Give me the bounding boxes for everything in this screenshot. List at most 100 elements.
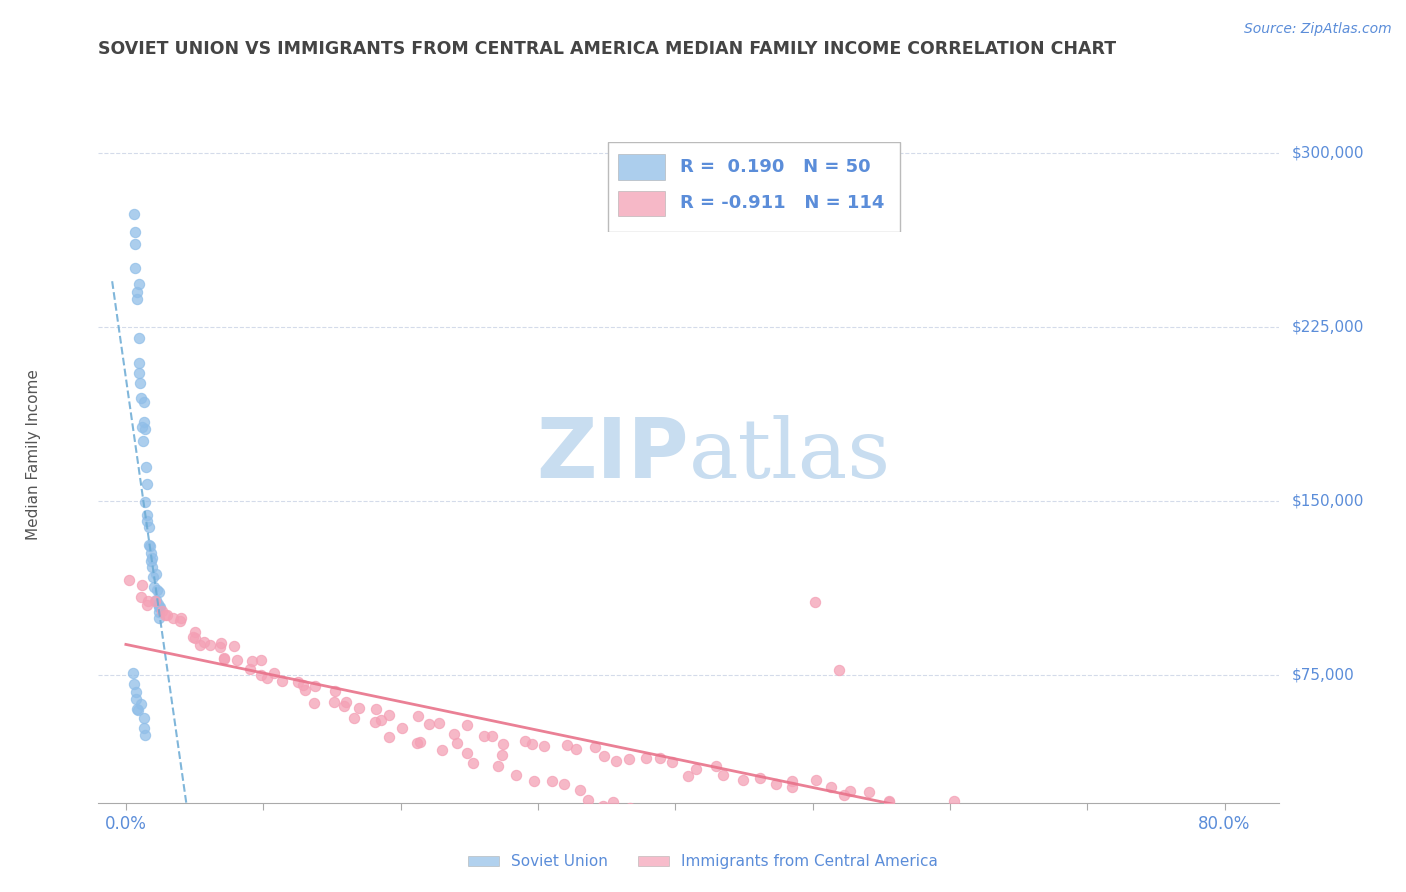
- Point: [138, 538, 160, 552]
- Point: [322, 695, 344, 709]
- Point: [1182, 825, 1205, 839]
- Point: [198, 638, 221, 652]
- Point: [132, 721, 155, 735]
- Point: [765, 777, 787, 791]
- Point: [541, 773, 564, 788]
- Point: [132, 415, 155, 429]
- Point: [131, 434, 153, 448]
- Point: [124, 261, 146, 276]
- Point: [492, 737, 515, 751]
- Point: [122, 676, 145, 690]
- Point: [523, 773, 546, 788]
- Point: [131, 578, 153, 592]
- Point: [676, 769, 699, 783]
- Point: [129, 697, 152, 711]
- Point: [877, 794, 900, 808]
- Point: [378, 708, 401, 723]
- Point: [446, 736, 468, 750]
- Point: [472, 729, 495, 743]
- Point: [304, 679, 326, 693]
- Point: [706, 759, 728, 773]
- Point: [135, 514, 157, 528]
- Point: [838, 783, 860, 797]
- Point: [943, 794, 966, 808]
- Point: [153, 607, 176, 622]
- Point: [145, 592, 167, 607]
- Point: [804, 773, 827, 788]
- Point: [131, 419, 153, 434]
- Point: [1104, 813, 1126, 827]
- Point: [128, 376, 150, 391]
- Point: [370, 713, 392, 727]
- Point: [145, 567, 167, 582]
- Text: atlas: atlas: [689, 415, 891, 495]
- Point: [406, 708, 429, 723]
- Point: [169, 614, 191, 628]
- Point: [409, 735, 432, 749]
- Legend: Soviet Union, Immigrants from Central America: Soviet Union, Immigrants from Central Am…: [463, 848, 943, 875]
- Point: [1163, 822, 1185, 836]
- Point: [456, 718, 478, 732]
- Point: [125, 701, 148, 715]
- Text: $300,000: $300,000: [1291, 146, 1364, 161]
- Point: [127, 703, 149, 717]
- Text: $225,000: $225,000: [1291, 320, 1364, 334]
- Point: [877, 796, 900, 810]
- Point: [463, 756, 485, 770]
- Point: [406, 736, 429, 750]
- Point: [685, 762, 707, 776]
- Point: [602, 796, 624, 810]
- Point: [619, 800, 641, 814]
- Point: [963, 803, 986, 817]
- FancyBboxPatch shape: [619, 154, 665, 180]
- Point: [125, 292, 148, 306]
- Point: [294, 683, 316, 698]
- Point: [592, 798, 614, 813]
- Point: [323, 683, 346, 698]
- Point: [287, 674, 309, 689]
- Point: [129, 392, 152, 406]
- Point: [378, 730, 401, 744]
- Point: [555, 738, 578, 752]
- Point: [146, 597, 169, 611]
- Point: [250, 668, 273, 682]
- Point: [128, 356, 150, 370]
- Point: [162, 611, 184, 625]
- Point: [828, 663, 851, 677]
- Point: [193, 635, 215, 649]
- Point: [139, 539, 162, 553]
- Text: SOVIET UNION VS IMMIGRANTS FROM CENTRAL AMERICA MEDIAN FAMILY INCOME CORRELATION: SOVIET UNION VS IMMIGRANTS FROM CENTRAL …: [98, 40, 1116, 58]
- Point: [149, 600, 172, 615]
- Point: [132, 710, 155, 724]
- Point: [1045, 808, 1067, 822]
- Point: [661, 755, 683, 769]
- Point: [995, 813, 1018, 827]
- Point: [304, 697, 326, 711]
- Point: [505, 768, 527, 782]
- Point: [138, 520, 160, 534]
- Point: [122, 665, 145, 680]
- Point: [146, 583, 169, 598]
- Point: [139, 546, 162, 560]
- Point: [124, 225, 146, 239]
- Point: [491, 747, 513, 762]
- Text: Source: ZipAtlas.com: Source: ZipAtlas.com: [1244, 22, 1392, 37]
- Point: [125, 691, 148, 706]
- Text: $75,000: $75,000: [1291, 668, 1354, 682]
- Point: [156, 608, 179, 623]
- Point: [136, 594, 159, 608]
- Point: [181, 630, 204, 644]
- Point: [141, 551, 163, 566]
- Point: [513, 734, 536, 748]
- Point: [427, 715, 450, 730]
- Point: [132, 395, 155, 409]
- Point: [150, 604, 173, 618]
- Point: [225, 653, 247, 667]
- Point: [364, 714, 387, 729]
- Text: Median Family Income: Median Family Income: [25, 369, 41, 541]
- Point: [122, 207, 145, 221]
- Point: [342, 711, 364, 725]
- FancyBboxPatch shape: [619, 191, 665, 216]
- Point: [782, 780, 804, 794]
- Point: [912, 806, 935, 821]
